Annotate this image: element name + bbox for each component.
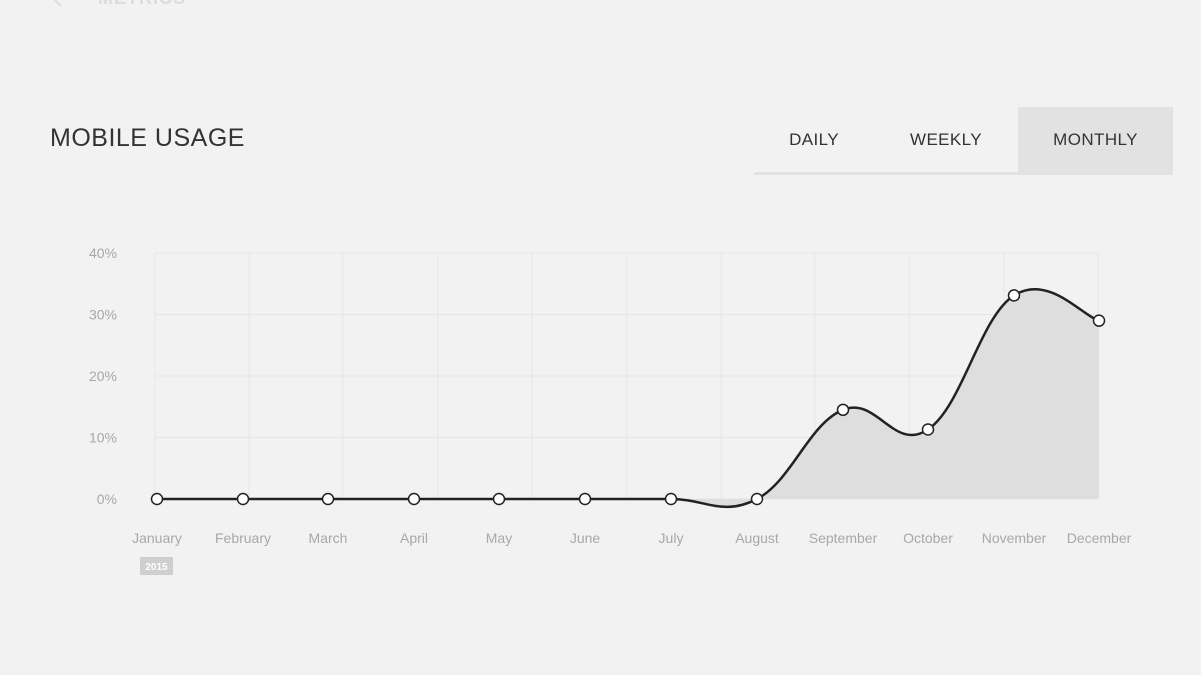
data-point[interactable] xyxy=(407,492,421,506)
data-point[interactable] xyxy=(321,492,335,506)
tab-daily[interactable]: DAILY xyxy=(789,129,839,149)
data-point[interactable] xyxy=(150,492,164,506)
x-axis-ticks: January February March April May June July Augu… xyxy=(132,530,1132,546)
y-tick-label: 10% xyxy=(89,430,117,446)
x-tick-label: August xyxy=(735,530,779,546)
data-point[interactable] xyxy=(921,423,935,436)
tab-weekly[interactable]: WEEKLY xyxy=(910,129,982,149)
top-nav: METRICS xyxy=(50,0,186,9)
x-tick-label: June xyxy=(570,530,601,546)
x-tick-label: May xyxy=(486,530,512,546)
data-point[interactable] xyxy=(236,492,250,506)
x-tick-label: December xyxy=(1067,530,1132,546)
back-label[interactable]: METRICS xyxy=(98,0,186,9)
period-tabs: DAILY WEEKLY MONTHLY xyxy=(754,107,1173,175)
y-tick-label: 0% xyxy=(97,491,117,507)
y-tick-label: 30% xyxy=(89,307,117,323)
tab-monthly[interactable]: MONTHLY xyxy=(1018,107,1173,172)
y-axis-ticks: 0% 10% 20% 30% 40% xyxy=(89,245,117,507)
x-tick-label: November xyxy=(982,530,1047,546)
data-point[interactable] xyxy=(664,492,678,506)
y-tick-label: 20% xyxy=(89,368,117,384)
data-point[interactable] xyxy=(492,492,506,506)
page-title: MOBILE USAGE xyxy=(50,124,245,152)
area-fill xyxy=(157,289,1099,507)
data-point[interactable] xyxy=(1092,314,1106,327)
arrow-left-icon[interactable] xyxy=(50,0,80,9)
x-tick-label: September xyxy=(809,530,878,546)
x-tick-label: October xyxy=(903,530,953,546)
data-point[interactable] xyxy=(750,492,764,506)
y-tick-label: 40% xyxy=(89,245,117,261)
year-badge-label: 2015 xyxy=(145,562,168,573)
x-tick-label: April xyxy=(400,530,428,546)
data-point[interactable] xyxy=(578,492,592,506)
x-tick-label: February xyxy=(215,530,271,546)
year-badge: 2015 xyxy=(140,557,173,575)
x-tick-label: January xyxy=(132,530,182,546)
x-tick-label: March xyxy=(309,530,348,546)
x-tick-label: July xyxy=(659,530,684,546)
data-points xyxy=(150,289,1106,506)
data-point[interactable] xyxy=(836,403,850,417)
data-point[interactable] xyxy=(1007,289,1021,302)
